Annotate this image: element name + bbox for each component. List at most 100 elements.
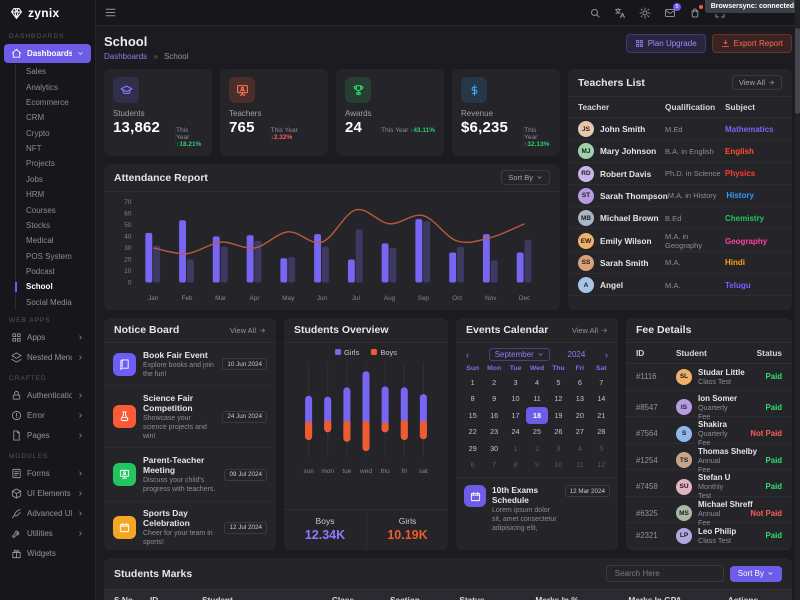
marks-search-input[interactable] <box>605 565 724 582</box>
calendar-day[interactable]: 17 <box>511 410 520 420</box>
teacher-row[interactable]: JS John Smith M.Ed Mathematics <box>568 118 792 141</box>
calendar-day[interactable]: 23 <box>490 427 499 437</box>
sidebar-subitem-nft[interactable]: NFT <box>26 144 42 154</box>
teacher-row[interactable]: MB Michael Brown B.Ed Chemistry <box>568 207 792 230</box>
scrollbar-thumb[interactable] <box>795 28 800 114</box>
calendar-day-next-month[interactable]: 2 <box>534 443 540 453</box>
calendar-day[interactable]: 15 <box>468 410 477 420</box>
calendar-day[interactable]: 13 <box>575 394 584 404</box>
calendar-day[interactable]: 3 <box>513 377 518 387</box>
page-scrollbar[interactable] <box>795 0 800 600</box>
sidebar-subitem-courses[interactable]: Courses <box>26 205 56 215</box>
calendar-day[interactable]: 6 <box>577 377 582 387</box>
calendar-day[interactable]: 14 <box>597 394 606 404</box>
fee-row[interactable]: #6325 MS Michael Shreff Annual Fee Not Pai… <box>626 497 792 527</box>
calendar-day-next-month[interactable]: 11 <box>576 460 584 470</box>
teacher-row[interactable]: RD Robert Davis Ph.D. in Science Physics <box>568 163 792 185</box>
sidebar-item-apps[interactable]: Apps <box>4 328 91 347</box>
export-report-button[interactable]: Export Report <box>711 34 792 53</box>
calendar-day-next-month[interactable]: 9 <box>534 460 540 470</box>
calendar-day-next-month[interactable]: 12 <box>597 460 606 470</box>
sidebar-item-forms[interactable]: Forms <box>4 464 91 483</box>
sidebar-subitem-jobs[interactable]: Jobs <box>26 174 43 184</box>
teacher-row[interactable]: MJ Mary Johnson B.A. in English English <box>568 140 792 163</box>
sidebar-subitem-projects[interactable]: Projects <box>26 159 55 169</box>
fee-row[interactable]: #8547 IS Ion Somer Quarterly Fee Paid <box>626 391 792 421</box>
fee-row[interactable]: #1116 SL Studar Little Class Test Paid <box>626 364 792 391</box>
sidebar-item-authentication[interactable]: Authentication <box>4 386 91 405</box>
sidebar-subitem-ecommerce[interactable]: Ecommerce <box>26 97 69 107</box>
calendar-prev-icon[interactable]: ‹ <box>466 349 469 360</box>
calendar-day[interactable]: 7 <box>599 377 604 387</box>
fee-row[interactable]: #2321 LP Leo Philip Class Test Paid <box>626 523 792 550</box>
teachers-view-all-button[interactable]: View All <box>731 75 782 90</box>
sidebar-subitem-crypto[interactable]: Crypto <box>26 128 50 138</box>
fee-row[interactable]: #7564 S Shakira Quarterly Fee Not Paid <box>626 417 792 447</box>
marks-sort-button[interactable]: Sort By <box>729 565 782 582</box>
calendar-day[interactable]: 24 <box>511 427 520 437</box>
sidebar-subitem-social-media[interactable]: Social Media <box>26 297 72 307</box>
calendar-month-select[interactable]: September <box>488 348 550 361</box>
calendar-day[interactable]: 10 <box>511 394 520 404</box>
breadcrumb-link[interactable]: Dashboards <box>104 52 148 61</box>
notice-item[interactable]: Book Fair Event Explore books and join th… <box>104 343 276 387</box>
calendar-day-next-month[interactable]: 4 <box>577 443 582 453</box>
calendar-day[interactable]: 19 <box>554 410 563 420</box>
fee-row[interactable]: #1254 TS Thomas Shelby Annual Fee Paid <box>626 444 792 474</box>
sidebar-subitem-hrm[interactable]: HRM <box>26 190 45 200</box>
calendar-day-next-month[interactable]: 5 <box>599 443 604 453</box>
calendar-day[interactable]: 9 <box>492 394 497 404</box>
calendar-day[interactable]: 30 <box>490 443 499 453</box>
plan-upgrade-button[interactable]: Plan Upgrade <box>625 34 706 53</box>
calendar-day[interactable]: 16 <box>490 410 499 420</box>
sidebar-item-widgets[interactable]: Widgets <box>4 544 91 563</box>
theme-toggle-icon[interactable] <box>639 7 651 19</box>
sidebar-subitem-medical[interactable]: Medical <box>26 236 54 246</box>
calendar-day-next-month[interactable]: 8 <box>513 460 518 470</box>
calendar-next-icon[interactable]: › <box>605 349 608 360</box>
sidebar-item-dashboards[interactable]: Dashboards <box>4 44 91 63</box>
sidebar-item-utilities[interactable]: Utilities <box>4 524 91 543</box>
sidebar-item-pages[interactable]: Pages <box>4 426 91 445</box>
calendar-view-all-link[interactable]: View All <box>572 326 608 335</box>
sidebar-subitem-podcast[interactable]: Podcast <box>26 267 55 277</box>
sidebar-item-nested-menu[interactable]: Nested Menu <box>4 348 91 367</box>
calendar-day-next-month[interactable]: 7 <box>492 460 497 470</box>
calendar-day[interactable]: 1 <box>470 377 475 387</box>
cart-icon[interactable] <box>689 4 703 19</box>
calendar-day-next-month[interactable]: 1 <box>513 443 518 453</box>
notice-view-all-link[interactable]: View All <box>230 326 266 335</box>
language-icon[interactable] <box>614 7 626 19</box>
sidebar-subitem-pos-system[interactable]: POS System <box>26 251 72 261</box>
calendar-day-next-month[interactable]: 10 <box>554 460 563 470</box>
app-logo[interactable]: zynix <box>0 0 95 26</box>
calendar-day-selected[interactable]: 18 <box>526 407 548 424</box>
sidebar-subitem-crm[interactable]: CRM <box>26 113 45 123</box>
calendar-day[interactable]: 2 <box>492 377 497 387</box>
calendar-event[interactable]: 10th Exams Schedule Lorem ipsum dolor si… <box>456 477 618 540</box>
calendar-day[interactable]: 8 <box>470 394 475 404</box>
calendar-day[interactable]: 12 <box>554 394 563 404</box>
sidebar-subitem-sales[interactable]: Sales <box>26 67 47 77</box>
sidebar-item-ui-elements[interactable]: UI Elements <box>4 484 91 503</box>
notice-item[interactable]: Science Fair Competition Showcase your sc… <box>104 386 276 449</box>
calendar-day[interactable]: 28 <box>597 427 606 437</box>
calendar-day[interactable]: 29 <box>468 443 477 453</box>
attendance-sort-button[interactable]: Sort By <box>501 170 550 185</box>
calendar-day-next-month[interactable]: 6 <box>470 460 475 470</box>
calendar-day[interactable]: 26 <box>554 427 563 437</box>
calendar-day[interactable]: 27 <box>575 427 584 437</box>
calendar-day[interactable]: 22 <box>468 427 477 437</box>
teacher-row[interactable]: ST Sarah Thompson M.A. in History History <box>568 185 792 208</box>
notice-item[interactable]: Sports Day Celebration Cheer for your tea… <box>104 502 276 550</box>
fee-row[interactable]: #7458 SU Stefan U Monthly Test Paid <box>626 470 792 500</box>
calendar-day[interactable]: 21 <box>597 410 606 420</box>
messages-icon[interactable]: 5 <box>664 2 681 19</box>
notice-item[interactable]: Parent-Teacher Meeting Discuss your child… <box>104 448 276 502</box>
calendar-day[interactable]: 20 <box>575 410 584 420</box>
calendar-day[interactable]: 25 <box>532 427 542 437</box>
sidebar-item-error[interactable]: Error <box>4 406 91 425</box>
teacher-row[interactable]: A Angel M.A. Telugu <box>568 274 792 297</box>
sidebar-subitem-analytics[interactable]: Analytics <box>26 82 59 92</box>
sidebar-subitem-stocks[interactable]: Stocks <box>26 220 51 230</box>
